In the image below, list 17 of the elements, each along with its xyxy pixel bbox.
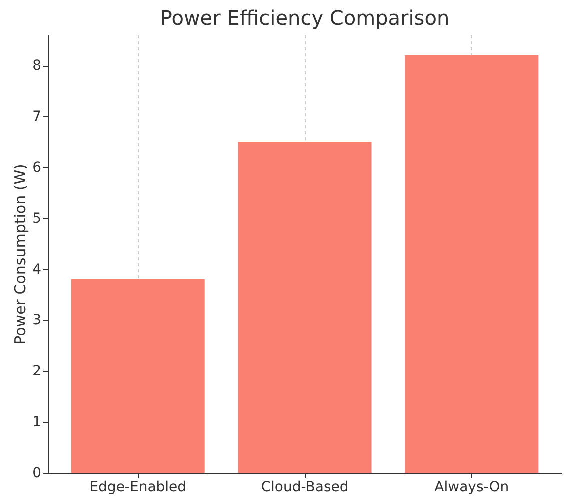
y-tick-label: 0 bbox=[32, 466, 42, 482]
chart-title: Power Efficiency Comparison bbox=[160, 6, 450, 30]
y-tick-label: 3 bbox=[32, 312, 42, 329]
y-tick-label: 8 bbox=[32, 58, 42, 74]
x-tick-label: Cloud-Based bbox=[261, 480, 349, 496]
y-tick-label: 6 bbox=[32, 160, 42, 176]
bar bbox=[71, 279, 205, 473]
y-tick-label: 5 bbox=[32, 210, 42, 227]
y-tick-label: 4 bbox=[32, 262, 42, 278]
bar bbox=[238, 142, 372, 473]
y-axis-title: Power Consumption (W) bbox=[12, 164, 30, 345]
x-tick-label: Always-On bbox=[434, 480, 510, 496]
y-tick-label: 2 bbox=[32, 364, 42, 380]
bar bbox=[405, 55, 539, 473]
y-tick-label: 1 bbox=[32, 414, 42, 431]
y-tick-label: 7 bbox=[32, 108, 42, 125]
x-tick-label: Edge-Enabled bbox=[90, 480, 187, 496]
